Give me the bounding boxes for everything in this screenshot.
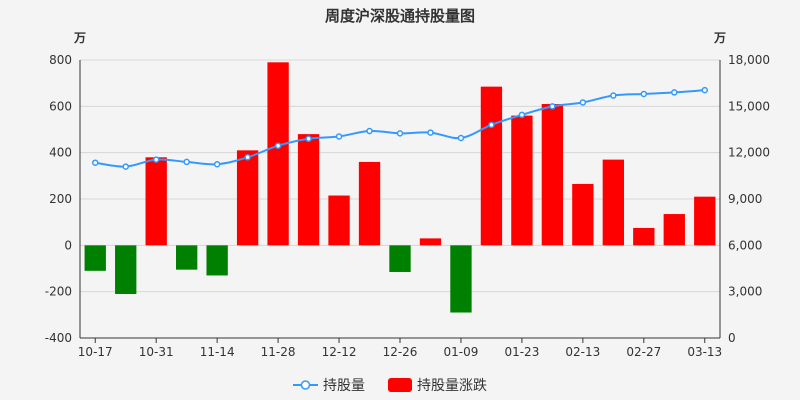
- line-point: [488, 121, 495, 129]
- line-point: [671, 89, 678, 96]
- line-point: [579, 99, 587, 106]
- line-point: [122, 163, 129, 170]
- bar: [480, 86, 503, 246]
- bar: [633, 227, 655, 246]
- bar: [541, 104, 564, 246]
- bar: [572, 183, 594, 246]
- line-point: [701, 86, 709, 94]
- left-tick-label: 600: [49, 99, 72, 113]
- bar: [297, 134, 320, 246]
- bar: [236, 150, 259, 246]
- bar-series: [84, 62, 716, 313]
- bar: [511, 115, 533, 246]
- bar: [84, 245, 106, 271]
- left-tick-label: 400: [49, 146, 72, 160]
- line-point: [91, 159, 99, 166]
- right-tick-label: 15,000: [728, 99, 770, 113]
- x-tick-label: 11-14: [200, 345, 235, 359]
- line-point: [457, 134, 465, 142]
- bar: [176, 245, 198, 270]
- legend-label-change: 持股量涨跌: [417, 378, 487, 394]
- bar: [419, 238, 442, 246]
- right-tick-label: 18,000: [728, 53, 770, 67]
- line-path: [95, 89, 705, 168]
- line-point: [152, 156, 160, 163]
- right-tick-label: 9,000: [728, 192, 762, 206]
- line-point: [640, 90, 648, 98]
- line-point: [213, 161, 221, 168]
- left-tick-label: -400: [45, 331, 72, 345]
- bar: [450, 245, 472, 313]
- x-tick-label: 12-26: [383, 345, 418, 359]
- bar: [389, 245, 411, 272]
- chart-title: 周度沪深股通持股量图: [325, 7, 475, 25]
- line-series: [91, 86, 709, 170]
- x-tick-label: 02-27: [626, 345, 661, 359]
- right-tick-label: 3,000: [728, 285, 762, 299]
- x-tick-label: 10-31: [139, 345, 174, 359]
- legend-line-marker: [300, 380, 311, 390]
- x-tick-label: 01-09: [444, 345, 479, 359]
- right-axis-unit: 万: [713, 31, 726, 45]
- bar: [602, 159, 624, 246]
- left-tick-label: 800: [49, 53, 72, 67]
- line-point: [305, 135, 312, 143]
- legend-bar-swatch: [388, 378, 412, 392]
- bar: [115, 245, 137, 294]
- bar: [694, 196, 716, 246]
- axes: -400 0 -200 3,000 0 6,000 200 9,000 400 12,000 600…: [45, 53, 770, 359]
- x-tick-label: 03-13: [687, 345, 722, 359]
- left-tick-label: 0: [64, 238, 72, 252]
- right-tick-label: 6,000: [728, 238, 762, 252]
- line-point: [518, 111, 526, 119]
- line-point: [244, 154, 251, 161]
- line-point: [366, 127, 373, 135]
- bar: [358, 161, 381, 246]
- left-tick-label: -200: [45, 285, 72, 299]
- x-tick-label: 12-12: [322, 345, 357, 359]
- bar: [206, 245, 228, 276]
- x-tick-label: 01-23: [504, 345, 539, 359]
- bar: [663, 214, 685, 246]
- bar: [267, 62, 289, 246]
- bar: [328, 195, 350, 246]
- right-tick-label: 0: [728, 331, 736, 345]
- line-point: [274, 142, 282, 149]
- bar: [145, 157, 167, 246]
- x-tick-label: 02-13: [565, 345, 600, 359]
- x-tick-label: 11-28: [261, 345, 296, 359]
- line-point: [183, 158, 190, 166]
- legend-label-holdings: 持股量: [323, 378, 365, 394]
- line-point: [396, 130, 404, 137]
- line-point: [549, 103, 556, 110]
- legend[interactable]: 持股量 持股量涨跌: [293, 378, 487, 394]
- left-axis-unit: 万: [73, 31, 86, 45]
- right-tick-label: 12,000: [728, 146, 770, 160]
- x-tick-label: 10-17: [78, 345, 113, 359]
- line-point: [335, 133, 343, 140]
- line-point: [610, 92, 617, 99]
- line-point: [427, 129, 434, 136]
- left-tick-label: 200: [49, 192, 72, 206]
